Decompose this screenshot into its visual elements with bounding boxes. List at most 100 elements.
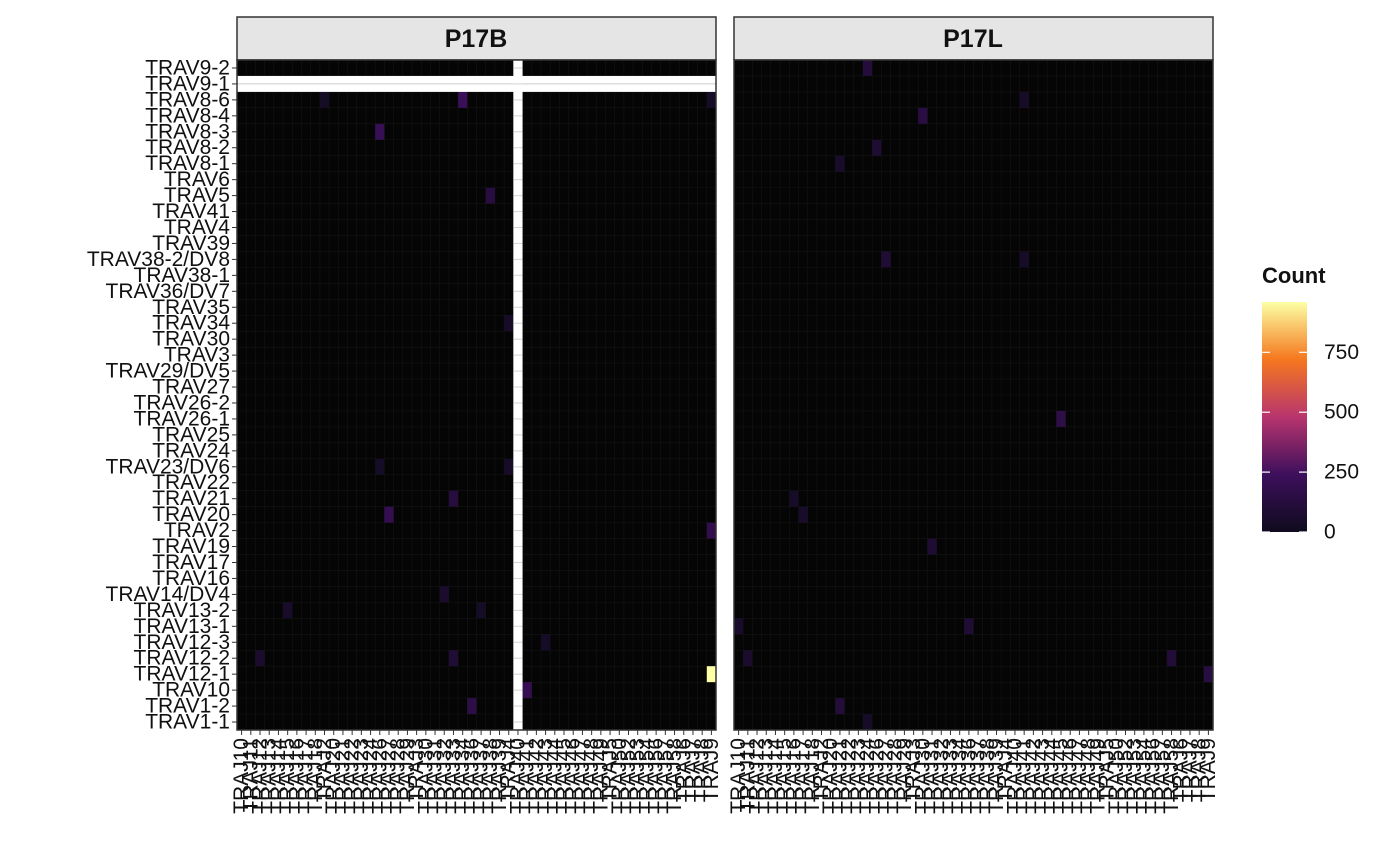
x-tick-label-traj27: TRAJ27 [377,738,400,814]
heatmap-cells-p17l [734,60,1213,730]
legend-title: Count [1262,263,1326,288]
x-tick-label-traj30: TRAJ30 [911,738,934,814]
heatmap-cell [439,586,449,603]
x-tick-label-traj58: TRAJ58 [1160,738,1183,814]
x-tick-label-traj36: TRAJ36 [460,738,483,814]
x-tick-label-traj12: TRAJ12 [249,738,272,814]
facet-strip-p17l [733,16,1214,61]
y-tick-label-trav38-2-dv8: TRAV38-2/DV8 [87,248,230,271]
y-tick-label-trav38-1: TRAV38-1 [134,264,230,287]
y-tick-label-trav12-3: TRAV12-3 [134,631,230,654]
x-tick-label-traj6: TRAJ6 [1169,738,1192,802]
x-tick-label-traj5: TRAJ5 [1096,738,1119,802]
x-tick-label-traj33: TRAJ33 [442,738,465,814]
y-tick-label-trav12-2: TRAV12-2 [134,647,230,670]
y-tick-label-trav3: TRAV3 [164,344,230,367]
x-tick-label-traj9: TRAJ9 [700,738,723,802]
y-tick-label-trav2: TRAV2 [164,519,230,542]
x-tick-label-traj29: TRAJ29 [893,738,916,814]
heatmap-cell [706,522,716,539]
heatmap-cell [835,698,845,715]
legend-tick-label: 250 [1324,461,1359,484]
x-tick-label-traj20: TRAJ20 [322,738,345,814]
y-tick-label-trav27: TRAV27 [152,376,230,399]
x-tick-label-traj12: TRAJ12 [746,738,769,814]
x-tick-label-traj14: TRAJ14 [764,738,787,814]
y-tick-label-trav1-2: TRAV1-2 [145,695,230,718]
y-tick-label-trav14-dv4: TRAV14/DV4 [106,583,231,606]
y-tick-label-trav36-dv7: TRAV36/DV7 [106,280,231,303]
y-tick-label-trav13-1: TRAV13-1 [134,615,230,638]
x-tick-label-traj36: TRAJ36 [957,738,980,814]
heatmap-cell [862,60,873,76]
y-tick-label-trav19: TRAV19 [152,535,230,558]
heatmap-cell [918,107,928,124]
heatmap-cell [789,490,799,507]
heatmap-cell [504,315,514,332]
y-tick-label-trav4: TRAV4 [164,216,230,239]
missing-column-band [513,60,523,730]
x-tick-label-traj39: TRAJ39 [985,738,1008,814]
x-tick-label-traj53: TRAJ53 [1123,738,1146,814]
x-tick-label-traj40: TRAJ40 [1003,738,1026,814]
x-tick-label-traj39: TRAJ39 [488,738,511,814]
facet-panel-p17b: P17B TRAJ10TRAJ11TRAJ12TRAJ13TRAJ14TRAJ1… [230,16,723,814]
x-tick-label-traj32: TRAJ32 [433,738,456,814]
x-tick-label-traj46: TRAJ46 [1059,738,1082,814]
y-tick-label-trav20: TRAV20 [152,503,230,526]
x-tick-label-traj44: TRAJ44 [543,738,566,814]
x-axis-ticks-p17b: TRAJ10TRAJ11TRAJ12TRAJ13TRAJ14TRAJ15TRAJ… [230,730,723,814]
x-tick-label-traj34: TRAJ34 [948,738,971,814]
heatmap-cell [706,91,716,108]
heatmap-cell [872,139,882,156]
y-tick-label-trav1-1: TRAV1-1 [145,711,230,734]
facet-label-p17l: P17L [943,25,1003,53]
x-tick-label-traj7: TRAJ7 [681,738,704,802]
x-tick-label-traj42: TRAJ42 [525,738,548,814]
heatmap-cell [927,538,937,555]
x-tick-label-traj34: TRAJ34 [451,738,474,814]
y-tick-label-trav9-1: TRAV9-1 [145,72,230,95]
x-tick-label-traj26: TRAJ26 [368,738,391,814]
heatmap-cell [734,618,744,635]
x-tick-label-traj8: TRAJ8 [691,738,714,802]
x-tick-label-traj3: TRAJ3 [405,738,428,802]
x-tick-label-traj54: TRAJ54 [1132,738,1155,814]
x-tick-label-traj28: TRAJ28 [884,738,907,814]
x-tick-label-traj31: TRAJ31 [921,738,944,814]
heatmap-cell [522,682,532,699]
x-tick-label-traj2: TRAJ2 [313,738,336,802]
x-tick-label-traj49: TRAJ49 [589,738,612,814]
x-tick-label-traj45: TRAJ45 [1050,738,1073,814]
heatmap-cell [375,458,385,475]
y-tick-label-trav13-2: TRAV13-2 [134,599,230,622]
x-tick-label-traj15: TRAJ15 [773,738,796,814]
x-tick-label-traj21: TRAJ21 [331,738,354,814]
x-tick-label-traj50: TRAJ50 [1105,738,1128,814]
x-tick-label-traj11: TRAJ11 [736,738,759,812]
x-tick-label-traj13: TRAJ13 [258,738,281,814]
heatmap-cell [485,187,495,204]
heatmap-cell [862,714,873,730]
x-tick-label-traj26: TRAJ26 [865,738,888,814]
x-tick-label-traj30: TRAJ30 [414,738,437,814]
heatmap-cell [706,666,716,683]
x-tick-label-traj21: TRAJ21 [828,738,851,814]
y-axis-ticks: TRAV9-2TRAV9-1TRAV8-6TRAV8-4TRAV8-3TRAV8… [87,56,237,734]
x-tick-label-traj41: TRAJ41 [516,738,539,814]
x-tick-label-traj40: TRAJ40 [506,738,529,814]
y-tick-label-trav8-4: TRAV8-4 [145,104,230,127]
x-tick-label-traj57: TRAJ57 [654,738,677,814]
heatmap-cell [458,91,468,108]
y-tick-label-trav16: TRAV16 [152,567,230,590]
heatmap-cell [255,650,265,667]
x-tick-label-traj22: TRAJ22 [838,738,861,814]
x-tick-label-traj13: TRAJ13 [755,738,778,814]
y-tick-label-trav12-1: TRAV12-1 [134,663,230,686]
x-tick-label-traj47: TRAJ47 [571,738,594,814]
x-tick-label-traj33: TRAJ33 [939,738,962,814]
heatmap-cell [1056,410,1066,427]
x-tick-label-traj52: TRAJ52 [617,738,640,814]
x-tick-label-traj43: TRAJ43 [534,738,557,814]
